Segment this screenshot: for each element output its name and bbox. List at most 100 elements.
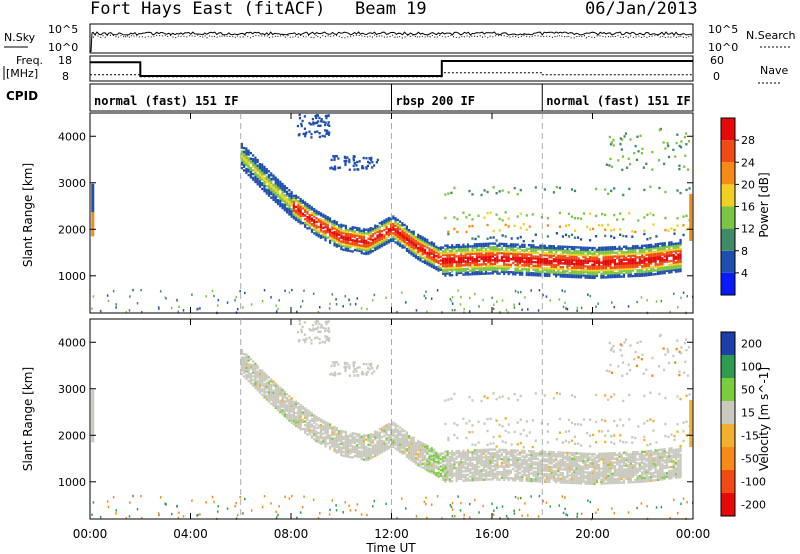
power-cell <box>516 269 519 272</box>
power-cell <box>604 253 608 257</box>
velocity-cell <box>442 476 445 480</box>
velocity-cell <box>322 440 325 443</box>
velocity-cell <box>380 445 384 448</box>
power-cell <box>636 261 639 265</box>
power-cell <box>573 253 576 256</box>
power-cell <box>505 257 508 261</box>
power-cell <box>412 239 415 243</box>
power-cell <box>530 255 533 258</box>
power-cell <box>378 240 381 243</box>
power-cell <box>337 239 341 242</box>
power-cell <box>331 224 334 227</box>
power-cell <box>333 236 336 239</box>
power-cell <box>518 269 522 272</box>
velocity-cell <box>387 445 390 448</box>
velocity-cell <box>575 461 578 464</box>
power-cell <box>460 258 463 262</box>
velocity-cell <box>337 435 341 439</box>
velocity-cell <box>347 434 350 438</box>
velocity-cell <box>389 445 393 449</box>
power-cell <box>570 272 574 275</box>
power-cell <box>580 306 583 310</box>
power-cell <box>254 173 257 176</box>
power-cell <box>487 253 490 257</box>
power-cell <box>351 244 354 248</box>
power-cell <box>437 267 440 270</box>
velocity-cell <box>557 460 560 464</box>
velocity-cell <box>532 479 535 483</box>
power-cell <box>689 218 693 221</box>
power-cell <box>460 264 463 267</box>
power-cell <box>396 239 399 242</box>
power-cell <box>468 189 471 193</box>
velocity-cell <box>471 451 474 454</box>
power-cell <box>496 300 498 303</box>
power-cell <box>500 265 503 268</box>
velocity-cell <box>328 427 332 430</box>
power-cell <box>263 173 266 176</box>
power-cell <box>530 249 533 253</box>
power-cell <box>254 160 257 163</box>
power-cell <box>609 143 613 146</box>
velocity-cell <box>555 464 558 467</box>
power-cell <box>306 204 309 208</box>
power-cell <box>629 247 632 250</box>
power-cell <box>288 207 291 211</box>
power-cell <box>455 273 458 277</box>
velocity-cell <box>378 431 381 435</box>
velocity-cell <box>439 465 442 468</box>
power-colorbar-label: 24 <box>741 156 755 169</box>
power-cell <box>473 271 476 274</box>
power-cell <box>561 269 565 273</box>
velocity-cell <box>387 424 390 428</box>
power-cell <box>446 268 449 271</box>
power-cell <box>525 228 528 231</box>
velocity-cell <box>358 433 361 436</box>
power-cell <box>586 254 589 257</box>
power-cell <box>419 257 422 260</box>
power-cell <box>316 114 320 117</box>
velocity-cell <box>319 435 323 438</box>
velocity-cell <box>573 465 576 468</box>
velocity-cell <box>561 451 565 454</box>
velocity-cell <box>573 468 576 472</box>
power-cell <box>276 191 280 195</box>
power-cell <box>608 164 611 167</box>
velocity-cell <box>310 423 314 426</box>
velocity-cell <box>306 412 309 416</box>
power-cell <box>276 195 280 198</box>
velocity-cell <box>509 464 513 467</box>
power-cell <box>333 225 336 228</box>
velocity-cell <box>548 450 551 454</box>
power-cell <box>394 237 397 240</box>
power-cell <box>270 185 273 188</box>
power-cell <box>464 262 467 265</box>
velocity-cell <box>455 468 458 471</box>
power-cell <box>652 245 655 248</box>
power-cell <box>679 254 682 258</box>
velocity-cell <box>252 382 255 386</box>
velocity-cell <box>247 359 250 362</box>
velocity-cell <box>428 462 431 466</box>
velocity-cell <box>319 442 323 445</box>
power-cell <box>448 257 451 260</box>
velocity-cell <box>570 468 574 472</box>
velocity-cell <box>548 478 551 482</box>
velocity-cell <box>358 453 361 457</box>
power-cell <box>457 247 461 251</box>
power-cell <box>444 257 447 260</box>
velocity-cell <box>405 440 409 444</box>
power-cell <box>548 248 551 252</box>
velocity-cell <box>530 451 533 455</box>
power-cell <box>387 228 390 231</box>
velocity-cell <box>442 474 445 478</box>
power-cell <box>403 238 406 242</box>
power-cell <box>655 235 658 238</box>
velocity-cell <box>469 460 472 463</box>
velocity-cell <box>561 472 565 475</box>
velocity-cell <box>428 470 431 473</box>
velocity-cell <box>430 464 433 467</box>
power-cell <box>323 123 327 127</box>
velocity-cell <box>288 398 291 402</box>
velocity-cell <box>333 440 336 444</box>
